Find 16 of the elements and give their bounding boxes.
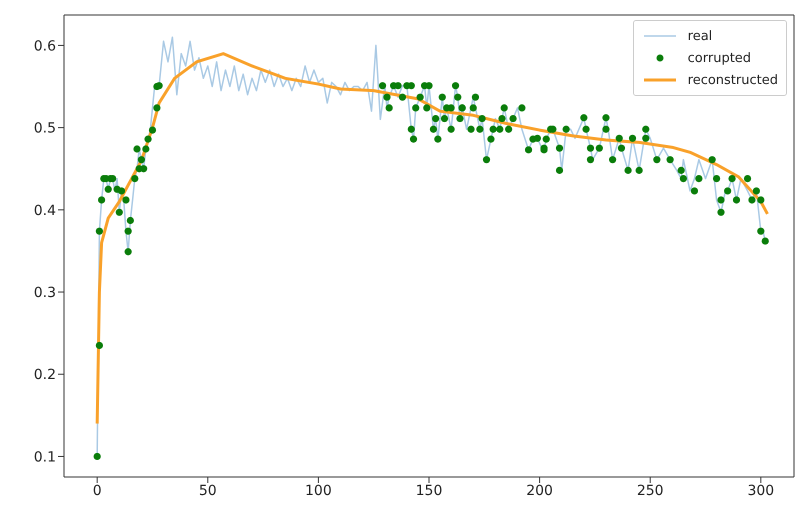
x-tick-label: 200 [526,482,553,499]
x-tick-label: 250 [636,482,664,499]
legend-label: corrupted [688,50,752,66]
x-tick-label: 50 [198,482,217,499]
y-tick-label: 0.6 [34,38,56,54]
y-tick-label: 0.4 [34,202,56,219]
y-tick-label: 0.5 [34,120,56,137]
x-tick-label: 0 [92,482,102,499]
legend-label: reconstructed [688,72,778,88]
x-tick-label: 100 [305,482,332,499]
x-tick-label: 300 [747,482,774,499]
y-tick-label: 0.2 [34,367,56,384]
x-tick-label: 150 [416,482,442,499]
y-tick-label: 0.1 [34,449,56,466]
y-tick-label: 0.3 [34,285,56,302]
legend-label: real [688,28,712,44]
